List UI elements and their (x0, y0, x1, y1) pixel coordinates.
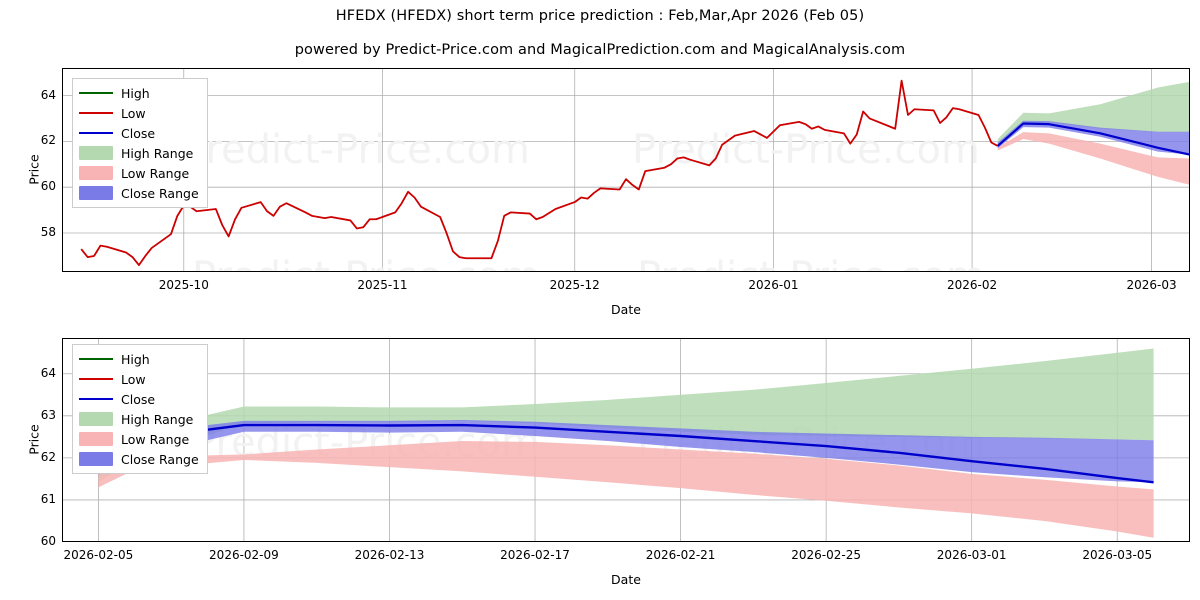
legend-item-label: High Range (121, 145, 194, 161)
legend-item: Low Range (79, 429, 199, 449)
x-tick-label: 2025-11 (357, 278, 408, 292)
svg-text:Predict-Price.com: Predict-Price.com (637, 254, 985, 272)
y-tick-label: 63 (40, 407, 56, 422)
x-tick-label: 2026-02-25 (791, 548, 861, 562)
page-subtitle: powered by Predict-Price.com and Magical… (294, 42, 906, 58)
y-tick-label: 61 (40, 491, 56, 506)
x-tick-label: 2026-02-05 (63, 548, 134, 562)
legend-item: High (79, 83, 199, 103)
legend-swatch-patch-icon (79, 146, 113, 160)
legend-item: High Range (79, 143, 199, 163)
legend-item-label: Close Range (121, 185, 199, 201)
x-tick-label: 2026-03 (1126, 278, 1177, 292)
legend-swatch-patch-icon (79, 186, 113, 200)
legend-item-label: Low (121, 105, 146, 121)
legend-item-label: Close (121, 125, 156, 141)
x-tick-label: 2026-02-13 (354, 548, 425, 562)
overview-plot: Predict-Price.com Predict-Price.com Predic… (62, 68, 1190, 272)
legend-item-label: Low (121, 371, 146, 387)
legend-item: Low Range (79, 163, 199, 183)
legend-item-label: Low Range (121, 165, 190, 181)
x-tick-label: 2026-03-01 (936, 548, 1007, 562)
legend-item-label: Low Range (121, 431, 190, 447)
legend-item-label: Close Range (121, 451, 199, 467)
legend-swatch-line-icon (79, 372, 113, 386)
legend-item-label: Close (121, 391, 156, 407)
legend-swatch-patch-icon (79, 412, 113, 426)
svg-text:Predict-Price.com: Predict-Price.com (192, 254, 540, 272)
legend-item: High Range (79, 409, 199, 429)
x-tick-label: 2026-02 (947, 278, 998, 292)
y-tick-label: 64 (40, 365, 56, 380)
legend-swatch-line-icon (79, 106, 113, 120)
legend-item: Close (79, 389, 199, 409)
svg-text:Predict-Price.com: Predict-Price.com (632, 127, 980, 173)
x-tick-label: 2025-12 (549, 278, 600, 292)
legend-item-label: High (121, 351, 150, 367)
y-tick-label: 64 (40, 87, 56, 102)
legend-swatch-line-icon (79, 126, 113, 140)
legend-swatch-patch-icon (79, 432, 113, 446)
overview-chart-panel: Predict-Price.com Predict-Price.com Predic… (62, 68, 1190, 272)
x-tick-label: 2026-02-09 (209, 548, 279, 562)
y-tick-label: 58 (40, 225, 56, 240)
legend-item-label: High Range (121, 411, 194, 427)
y-tick-label: 60 (40, 179, 56, 194)
legend-swatch-line-icon (79, 86, 113, 100)
legend-swatch-line-icon (79, 392, 113, 406)
overview-x-axis-label: Date (611, 302, 641, 317)
legend-item: Low (79, 369, 199, 389)
legend-item: High (79, 349, 199, 369)
legend-swatch-patch-icon (79, 452, 113, 466)
x-tick-label: 2025-10 (158, 278, 209, 292)
x-tick-label: 2026-03-05 (1082, 548, 1153, 562)
overview-legend: High Low Close High Range Low Range Close Ran… (72, 78, 208, 208)
legend-swatch-patch-icon (79, 166, 113, 180)
legend-item-label: High (121, 85, 150, 101)
y-tick-label: 62 (40, 449, 56, 464)
legend-item: Close (79, 123, 199, 143)
svg-text:Predict-Price.com: Predict-Price.com (182, 127, 530, 173)
legend-item: Close Range (79, 449, 199, 469)
legend-item: Close Range (79, 183, 199, 203)
forecast-x-axis-label: Date (611, 572, 641, 587)
legend-item: Low (79, 103, 199, 123)
x-tick-label: 2026-02-17 (500, 548, 570, 562)
x-tick-label: 2026-02-21 (645, 548, 716, 562)
legend-swatch-line-icon (79, 352, 113, 366)
y-tick-label: 62 (40, 133, 56, 148)
page-title: HFEDX (HFEDX) short term price predictio… (335, 8, 865, 24)
x-tick-label: 2026-01 (748, 278, 799, 292)
y-tick-label: 60 (40, 534, 56, 548)
forecast-legend: High Low Close High Range Low Range Close Ran… (72, 344, 208, 474)
